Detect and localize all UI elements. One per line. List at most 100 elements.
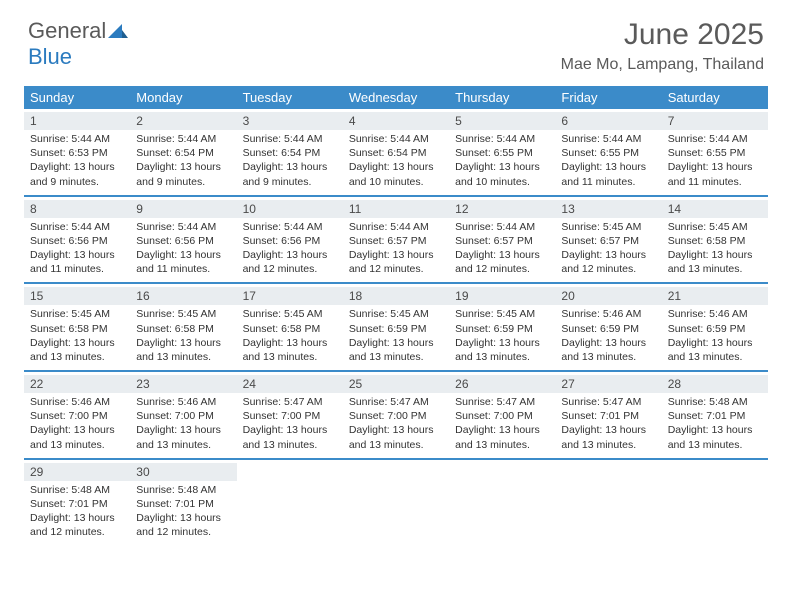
day-number: 8 bbox=[30, 202, 124, 216]
weekday-header: Monday bbox=[130, 86, 236, 109]
daylight-text: Daylight: 13 hours and 13 minutes. bbox=[243, 423, 337, 451]
day-number-bar: 17 bbox=[237, 287, 343, 305]
day-number-bar: 21 bbox=[662, 287, 768, 305]
logo-text: GeneralBlue bbox=[28, 18, 128, 70]
day-number-bar: 30 bbox=[130, 463, 236, 481]
daylight-text: Daylight: 13 hours and 13 minutes. bbox=[455, 336, 549, 364]
sunset-text: Sunset: 6:56 PM bbox=[136, 234, 230, 248]
daylight-text: Daylight: 13 hours and 13 minutes. bbox=[668, 336, 762, 364]
sunrise-text: Sunrise: 5:44 AM bbox=[30, 132, 124, 146]
daylight-text: Daylight: 13 hours and 12 minutes. bbox=[30, 511, 124, 539]
day-cell: 1Sunrise: 5:44 AMSunset: 6:53 PMDaylight… bbox=[24, 109, 130, 195]
day-number-bar: 6 bbox=[555, 112, 661, 130]
day-number-bar: 9 bbox=[130, 200, 236, 218]
sunset-text: Sunset: 7:01 PM bbox=[30, 497, 124, 511]
day-number-bar: 14 bbox=[662, 200, 768, 218]
sunrise-text: Sunrise: 5:48 AM bbox=[30, 483, 124, 497]
day-number-bar: 23 bbox=[130, 375, 236, 393]
logo: GeneralBlue bbox=[28, 18, 128, 70]
daylight-text: Daylight: 13 hours and 11 minutes. bbox=[136, 248, 230, 276]
sunrise-text: Sunrise: 5:44 AM bbox=[349, 132, 443, 146]
sunset-text: Sunset: 6:58 PM bbox=[136, 322, 230, 336]
sunset-text: Sunset: 6:55 PM bbox=[561, 146, 655, 160]
daylight-text: Daylight: 13 hours and 12 minutes. bbox=[243, 248, 337, 276]
weekday-header: Tuesday bbox=[237, 86, 343, 109]
sunset-text: Sunset: 7:01 PM bbox=[668, 409, 762, 423]
sunset-text: Sunset: 6:56 PM bbox=[243, 234, 337, 248]
location-text: Mae Mo, Lampang, Thailand bbox=[561, 56, 764, 74]
daylight-text: Daylight: 13 hours and 12 minutes. bbox=[455, 248, 549, 276]
sunrise-text: Sunrise: 5:44 AM bbox=[668, 132, 762, 146]
day-number-bar: 18 bbox=[343, 287, 449, 305]
sunset-text: Sunset: 6:59 PM bbox=[349, 322, 443, 336]
week-row: 22Sunrise: 5:46 AMSunset: 7:00 PMDayligh… bbox=[24, 372, 768, 460]
day-number-bar: 1 bbox=[24, 112, 130, 130]
day-cell: 13Sunrise: 5:45 AMSunset: 6:57 PMDayligh… bbox=[555, 197, 661, 283]
day-number: 6 bbox=[561, 114, 655, 128]
day-number: 23 bbox=[136, 377, 230, 391]
day-number-bar: 7 bbox=[662, 112, 768, 130]
sunset-text: Sunset: 7:00 PM bbox=[243, 409, 337, 423]
sunrise-text: Sunrise: 5:45 AM bbox=[668, 220, 762, 234]
day-number-bar: 12 bbox=[449, 200, 555, 218]
sunset-text: Sunset: 7:00 PM bbox=[30, 409, 124, 423]
sunrise-text: Sunrise: 5:46 AM bbox=[136, 395, 230, 409]
day-number: 9 bbox=[136, 202, 230, 216]
day-number-bar: 19 bbox=[449, 287, 555, 305]
sunrise-text: Sunrise: 5:48 AM bbox=[668, 395, 762, 409]
day-number-bar: 15 bbox=[24, 287, 130, 305]
day-cell: 6Sunrise: 5:44 AMSunset: 6:55 PMDaylight… bbox=[555, 109, 661, 195]
sunrise-text: Sunrise: 5:44 AM bbox=[243, 132, 337, 146]
day-number: 5 bbox=[455, 114, 549, 128]
sunrise-text: Sunrise: 5:45 AM bbox=[349, 307, 443, 321]
day-number-bar: 27 bbox=[555, 375, 661, 393]
week-row: 1Sunrise: 5:44 AMSunset: 6:53 PMDaylight… bbox=[24, 109, 768, 197]
day-number: 10 bbox=[243, 202, 337, 216]
daylight-text: Daylight: 13 hours and 9 minutes. bbox=[243, 160, 337, 188]
day-number: 25 bbox=[349, 377, 443, 391]
day-cell: 16 Sunrise: 5:45 AMSunset: 6:58 PMDayligh… bbox=[130, 284, 236, 370]
day-number-bar: 26 bbox=[449, 375, 555, 393]
day-number-bar: 3 bbox=[237, 112, 343, 130]
day-number: 30 bbox=[136, 465, 230, 479]
day-number: 1 bbox=[30, 114, 124, 128]
day-number: 20 bbox=[561, 289, 655, 303]
week-row: 15Sunrise: 5:45 AMSunset: 6:58 PMDayligh… bbox=[24, 284, 768, 372]
sunset-text: Sunset: 6:57 PM bbox=[455, 234, 549, 248]
day-number: 26 bbox=[455, 377, 549, 391]
day-cell: 26Sunrise: 5:47 AMSunset: 7:00 PMDayligh… bbox=[449, 372, 555, 458]
day-number: 14 bbox=[668, 202, 762, 216]
day-number: 4 bbox=[349, 114, 443, 128]
day-number-bar: 5 bbox=[449, 112, 555, 130]
daylight-text: Daylight: 13 hours and 13 minutes. bbox=[561, 336, 655, 364]
day-number: 18 bbox=[349, 289, 443, 303]
day-number: 15 bbox=[30, 289, 124, 303]
sunrise-text: Sunrise: 5:45 AM bbox=[136, 307, 230, 321]
logo-part2: Blue bbox=[28, 44, 72, 69]
day-number-bar: 16 bbox=[130, 287, 236, 305]
day-cell: 9Sunrise: 5:44 AMSunset: 6:56 PMDaylight… bbox=[130, 197, 236, 283]
day-cell: 21Sunrise: 5:46 AMSunset: 6:59 PMDayligh… bbox=[662, 284, 768, 370]
day-number: 22 bbox=[30, 377, 124, 391]
sunset-text: Sunset: 6:55 PM bbox=[668, 146, 762, 160]
sunset-text: Sunset: 6:58 PM bbox=[243, 322, 337, 336]
day-cell: 18Sunrise: 5:45 AMSunset: 6:59 PMDayligh… bbox=[343, 284, 449, 370]
sunset-text: Sunset: 6:59 PM bbox=[561, 322, 655, 336]
weekday-header: Saturday bbox=[662, 86, 768, 109]
sunset-text: Sunset: 6:53 PM bbox=[30, 146, 124, 160]
day-cell: 15Sunrise: 5:45 AMSunset: 6:58 PMDayligh… bbox=[24, 284, 130, 370]
day-cell: 8Sunrise: 5:44 AMSunset: 6:56 PMDaylight… bbox=[24, 197, 130, 283]
daylight-text: Daylight: 13 hours and 13 minutes. bbox=[136, 336, 230, 364]
day-number-bar: 28 bbox=[662, 375, 768, 393]
sunrise-text: Sunrise: 5:46 AM bbox=[668, 307, 762, 321]
day-number-bar: 25 bbox=[343, 375, 449, 393]
day-cell: 14Sunrise: 5:45 AMSunset: 6:58 PMDayligh… bbox=[662, 197, 768, 283]
day-number: 16 bbox=[136, 289, 230, 303]
title-block: June 2025 Mae Mo, Lampang, Thailand bbox=[561, 18, 764, 74]
day-number: 12 bbox=[455, 202, 549, 216]
daylight-text: Daylight: 13 hours and 13 minutes. bbox=[668, 248, 762, 276]
day-number-bar: 11 bbox=[343, 200, 449, 218]
day-number: 24 bbox=[243, 377, 337, 391]
day-cell: 12Sunrise: 5:44 AMSunset: 6:57 PMDayligh… bbox=[449, 197, 555, 283]
sunset-text: Sunset: 7:00 PM bbox=[136, 409, 230, 423]
